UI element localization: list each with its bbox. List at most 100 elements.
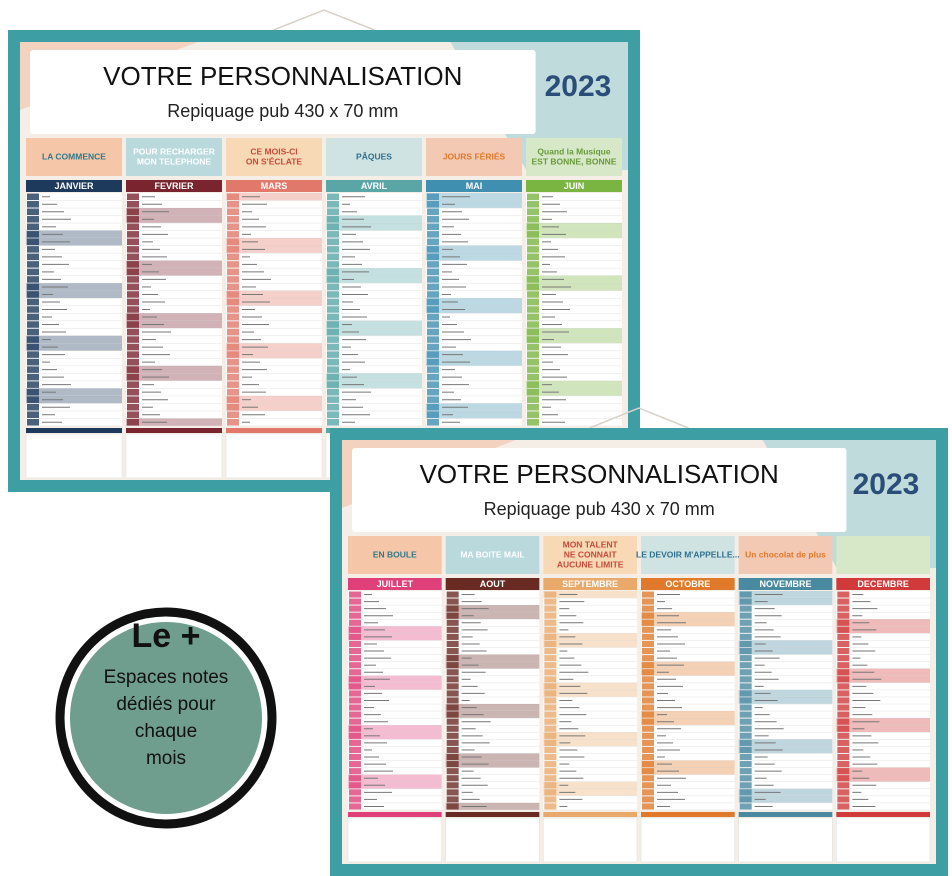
day-box bbox=[349, 718, 361, 725]
day-box bbox=[349, 655, 361, 662]
day-box bbox=[446, 803, 459, 810]
day-box bbox=[427, 231, 439, 238]
day-box bbox=[427, 381, 439, 388]
weekend-row bbox=[738, 591, 833, 599]
day-box bbox=[739, 768, 752, 775]
month-header bbox=[126, 180, 222, 192]
day-box bbox=[349, 789, 361, 796]
notes-bar bbox=[348, 812, 442, 817]
day-box bbox=[739, 782, 752, 789]
day-box bbox=[544, 725, 557, 732]
weekend-row bbox=[641, 718, 735, 726]
day-box bbox=[227, 343, 239, 351]
day-box bbox=[349, 612, 361, 619]
month-name: MAI bbox=[466, 181, 483, 191]
day-box bbox=[544, 683, 557, 690]
day-box bbox=[527, 223, 539, 231]
month-header bbox=[445, 578, 540, 590]
day-box bbox=[446, 669, 459, 676]
header-box bbox=[30, 50, 536, 134]
day-box bbox=[544, 619, 557, 626]
day-box bbox=[227, 216, 239, 223]
weekend-row bbox=[445, 605, 540, 613]
month-body bbox=[641, 591, 735, 810]
weekend-row bbox=[326, 223, 422, 231]
day-box bbox=[227, 253, 239, 261]
day-box bbox=[27, 411, 39, 418]
day-box bbox=[642, 782, 654, 789]
day-box bbox=[427, 343, 439, 351]
day-box bbox=[739, 739, 752, 746]
day-box bbox=[27, 351, 39, 358]
badge-disc bbox=[70, 622, 262, 814]
day-box bbox=[27, 396, 39, 403]
day-box bbox=[446, 605, 459, 612]
banner bbox=[836, 536, 930, 574]
day-box bbox=[227, 261, 239, 268]
day-box bbox=[446, 612, 459, 619]
day-box bbox=[642, 725, 654, 732]
day-box bbox=[127, 193, 139, 201]
day-box bbox=[27, 306, 39, 313]
month-name: AOUT bbox=[480, 579, 506, 589]
day-box bbox=[227, 396, 239, 403]
day-box bbox=[446, 591, 459, 598]
day-box bbox=[837, 753, 850, 761]
weekend-row bbox=[348, 774, 442, 782]
weekend-row bbox=[226, 403, 322, 411]
day-box bbox=[527, 313, 539, 321]
month-header bbox=[26, 180, 122, 192]
day-box bbox=[739, 761, 752, 768]
day-box bbox=[446, 655, 459, 662]
day-box bbox=[527, 366, 539, 373]
day-box bbox=[527, 306, 539, 313]
day-box bbox=[227, 388, 239, 396]
day-box bbox=[27, 343, 39, 351]
weekend-row bbox=[445, 654, 540, 662]
day-box bbox=[544, 732, 557, 739]
month-name: AVRIL bbox=[361, 181, 388, 191]
day-box bbox=[446, 683, 459, 690]
month-name: JUILLET bbox=[377, 579, 414, 589]
banner-text: Quand la Musique bbox=[537, 146, 610, 156]
day-box bbox=[446, 704, 459, 711]
day-box bbox=[427, 246, 439, 253]
weekend-row bbox=[126, 208, 222, 216]
day-box bbox=[544, 718, 557, 725]
weekend-row bbox=[426, 245, 522, 254]
notes-box bbox=[738, 817, 833, 863]
day-box bbox=[739, 633, 752, 640]
weekend-row bbox=[326, 275, 422, 284]
day-box bbox=[327, 321, 339, 328]
day-box bbox=[446, 782, 459, 789]
weekend-row bbox=[226, 350, 322, 359]
day-box bbox=[446, 676, 459, 683]
weekend-row bbox=[326, 320, 422, 329]
day-box bbox=[349, 633, 361, 640]
day-box bbox=[127, 388, 139, 396]
day-box bbox=[27, 238, 39, 246]
weekend-row bbox=[326, 328, 422, 336]
weekend-row bbox=[836, 619, 930, 627]
day-box bbox=[27, 253, 39, 261]
day-box bbox=[544, 648, 557, 655]
day-box bbox=[327, 253, 339, 261]
day-box bbox=[837, 725, 850, 732]
day-box bbox=[327, 276, 339, 283]
day-box bbox=[349, 739, 361, 746]
weekend-row bbox=[836, 626, 930, 634]
day-box bbox=[544, 662, 557, 669]
day-box bbox=[837, 605, 850, 612]
day-box bbox=[642, 704, 654, 711]
day-box bbox=[642, 796, 654, 803]
day-box bbox=[527, 328, 539, 336]
day-box bbox=[446, 768, 459, 775]
badge-line: chaque bbox=[135, 721, 197, 742]
day-box bbox=[446, 725, 459, 732]
month-body bbox=[738, 591, 833, 810]
notes-box bbox=[640, 817, 735, 863]
month-header bbox=[426, 180, 522, 192]
month-name: DECEMBRE bbox=[857, 579, 909, 589]
month-name: FEVRIER bbox=[154, 181, 194, 191]
day-box bbox=[127, 343, 139, 351]
